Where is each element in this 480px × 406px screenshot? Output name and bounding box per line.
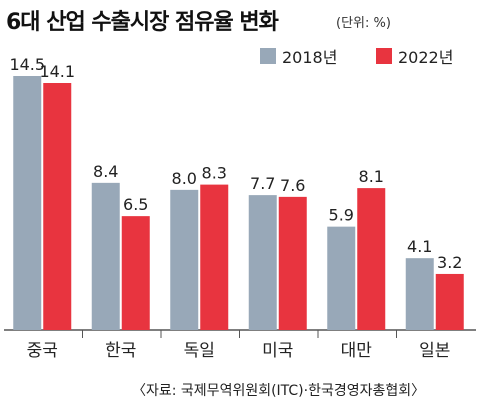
category-label-2: 독일 [184,341,215,361]
category-label-3: 미국 [262,341,293,361]
bar-2018-2 [170,189,199,330]
bar-2018-4 [327,226,356,330]
legend-swatch-2022 [376,48,392,64]
chart-title: 6대 산업 수출시장 점유율 변화 [6,10,279,35]
data-label-2018-3: 7.7 [250,174,275,193]
bar-2022-2 [200,184,229,330]
data-label-2018-2: 8.0 [172,169,197,188]
unit-label: (단위: %) [336,16,391,31]
data-label-2022-2: 8.3 [202,164,227,183]
category-label-5: 일본 [419,341,450,361]
legend-item-2022: 2022년 [376,44,453,68]
data-label-2022-3: 7.6 [280,176,305,195]
source-note: 〈자료: 국제무역위원회(ITC)·한국경영자총협회〉 [132,383,426,399]
bar-2018-0 [13,76,42,330]
bar-2022-1 [121,216,150,330]
data-label-2022-1: 6.5 [123,195,148,214]
legend-label-2018: 2018년 [282,48,338,67]
data-label-2022-4: 8.1 [359,167,384,186]
bar-2018-3 [248,195,277,330]
bar-2022-4 [357,188,386,330]
bar-2022-0 [43,83,72,330]
category-label-4: 대만 [341,341,373,361]
category-label-0: 중국 [27,341,58,361]
bar-2022-5 [435,273,464,330]
legend-swatch-2018 [260,48,276,64]
data-label-2018-4: 5.9 [329,206,354,225]
bar-2018-5 [405,258,434,330]
legend-label-2022: 2022년 [398,48,454,67]
data-label-2018-0: 14.5 [9,55,45,74]
data-label-2022-0: 14.1 [39,62,75,81]
category-label-1: 한국 [105,341,136,361]
legend-item-2018: 2018년 [260,44,337,68]
data-label-2022-5: 3.2 [437,253,462,272]
data-label-2018-5: 4.1 [407,237,432,256]
bar-2018-1 [91,182,120,330]
bar-2022-3 [278,196,307,330]
data-label-2018-1: 8.4 [93,162,118,181]
